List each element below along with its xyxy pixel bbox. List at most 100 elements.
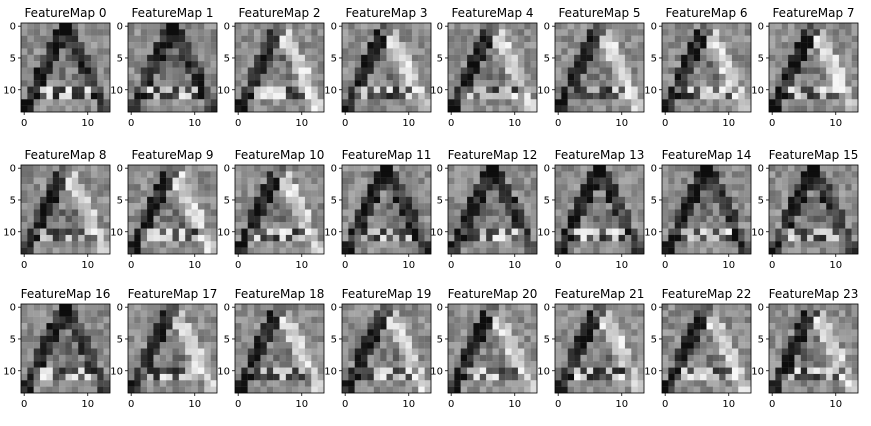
heatmap-cell (731, 228, 739, 236)
heatmap-cell (292, 234, 299, 242)
heatmap-cell (405, 304, 413, 311)
heatmap-cell (21, 310, 28, 317)
heatmap-cell (260, 241, 267, 248)
heatmap-cell (586, 367, 594, 375)
heatmap-cell (498, 73, 506, 81)
heatmap-cell (424, 196, 432, 204)
heatmap-cell (273, 310, 280, 317)
heatmap-cell (826, 361, 833, 368)
heatmap-cell (367, 335, 374, 343)
heatmap-cell (392, 209, 400, 217)
heatmap-cell (524, 73, 531, 81)
heatmap-cell (738, 247, 745, 255)
heatmap-cell (599, 42, 607, 49)
heatmap-cell (159, 367, 167, 375)
heatmap-cell (134, 348, 141, 356)
heatmap-cell (775, 222, 782, 229)
heatmap-cell (826, 67, 833, 75)
heatmap-cell (624, 209, 632, 217)
heatmap-cell (517, 196, 525, 204)
heatmap-cell (399, 92, 406, 100)
heatmap-cell (27, 165, 34, 172)
heatmap-cell (52, 99, 60, 106)
heatmap-cell (103, 203, 111, 210)
heatmap-cell (399, 323, 406, 330)
heatmap-cell (273, 196, 280, 204)
heatmap-cell (348, 184, 355, 191)
heatmap-cell (769, 323, 776, 330)
heatmap-cell (399, 61, 406, 68)
heatmap-cell (467, 386, 474, 394)
heatmap-cell (279, 73, 287, 81)
heatmap-cell (524, 67, 531, 75)
heatmap-cell (235, 361, 242, 368)
heatmap-cell (832, 335, 840, 343)
heatmap-cell (405, 184, 413, 191)
heatmap-cell (418, 329, 425, 336)
panel-title: FeatureMap 1 (131, 6, 213, 20)
heatmap-cell (555, 329, 562, 336)
heatmap-cell (367, 54, 374, 62)
heatmap-cell (348, 99, 355, 106)
heatmap-cell (380, 42, 387, 49)
heatmap-cell (97, 190, 104, 197)
heatmap-cell (738, 184, 745, 191)
heatmap-cell (775, 92, 782, 100)
heatmap-cell (254, 228, 261, 236)
heatmap-cell (706, 92, 714, 100)
heatmap-cell (65, 42, 73, 49)
heatmap-cell (317, 29, 325, 36)
heatmap-cell (681, 329, 688, 336)
heatmap-cell (71, 215, 79, 223)
heatmap-cell (674, 92, 682, 100)
heatmap-cell (260, 329, 267, 336)
heatmap-cell (191, 228, 199, 236)
heatmap-cell (411, 105, 419, 113)
heatmap-cell (311, 80, 318, 87)
heatmap-cell (159, 386, 167, 394)
heatmap-cell (505, 67, 512, 75)
heatmap-cell (292, 73, 299, 81)
heatmap-cell (348, 361, 355, 368)
heatmap-cell (59, 380, 66, 387)
heatmap-cell (467, 73, 474, 81)
heatmap-cell (555, 23, 562, 30)
heatmap-cell (373, 329, 381, 336)
heatmap-cell (354, 23, 362, 30)
heatmap-cell (21, 48, 28, 55)
heatmap-cell (448, 23, 455, 30)
heatmap-cell (266, 48, 274, 55)
heatmap-cell (706, 61, 714, 68)
heatmap-cell (27, 42, 34, 49)
heatmap-cell (788, 165, 795, 172)
heatmap-cell (380, 304, 387, 311)
heatmap-cell (486, 329, 493, 336)
heatmap-cell (159, 73, 167, 81)
heatmap-cell (467, 348, 474, 356)
heatmap-cell (65, 99, 73, 106)
heatmap-cell (580, 316, 587, 324)
heatmap-cell (826, 234, 833, 242)
heatmap-cell (172, 190, 180, 197)
heatmap-cell (845, 184, 852, 191)
heatmap-cell (367, 373, 374, 381)
heatmap-cell (448, 215, 455, 223)
heatmap-cell (342, 54, 349, 62)
panel-title: FeatureMap 6 (665, 6, 747, 20)
heatmap-cell (561, 73, 568, 81)
heatmap-cell (454, 342, 461, 349)
heatmap-cell (819, 380, 827, 387)
heatmap-cell (580, 86, 587, 94)
heatmap-cell (826, 215, 833, 223)
heatmap-cell (668, 67, 675, 75)
heatmap-cell (819, 228, 827, 236)
heatmap-cell (744, 241, 752, 248)
heatmap-cell (700, 380, 707, 387)
heatmap-cell (744, 80, 752, 87)
heatmap-cell (555, 177, 562, 185)
heatmap-cell (354, 73, 362, 81)
heatmap-cell (800, 23, 808, 30)
heatmap-cell (380, 48, 387, 55)
heatmap-cell (631, 304, 638, 311)
heatmap-cell (235, 42, 242, 49)
